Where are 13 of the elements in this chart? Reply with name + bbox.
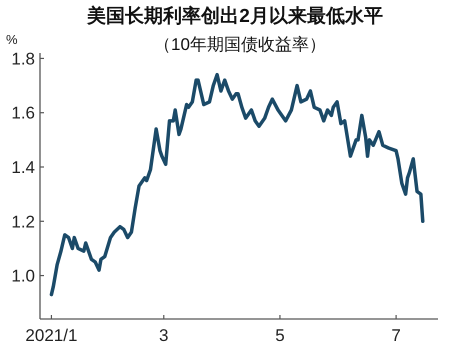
x-tick-label: 3 <box>159 326 169 345</box>
x-tick-label: 2021/1 <box>25 326 78 345</box>
chart-title: 美国长期利率创出2月以来最低水平 <box>86 5 383 27</box>
y-tick-label: 1.4 <box>11 158 35 177</box>
line-series <box>50 72 425 296</box>
y-axis-title: % <box>6 32 18 47</box>
y-tick-label: 1.2 <box>11 212 35 232</box>
y-tick-label: 1.0 <box>11 266 35 286</box>
x-tick-label: 7 <box>391 326 401 345</box>
x-tick-label: 5 <box>275 326 285 345</box>
y-tick-label: 1.6 <box>11 104 35 123</box>
y-tick-label: 1.8 <box>11 49 35 68</box>
chart-subtitle: （10年期国债收益率） <box>154 35 326 54</box>
